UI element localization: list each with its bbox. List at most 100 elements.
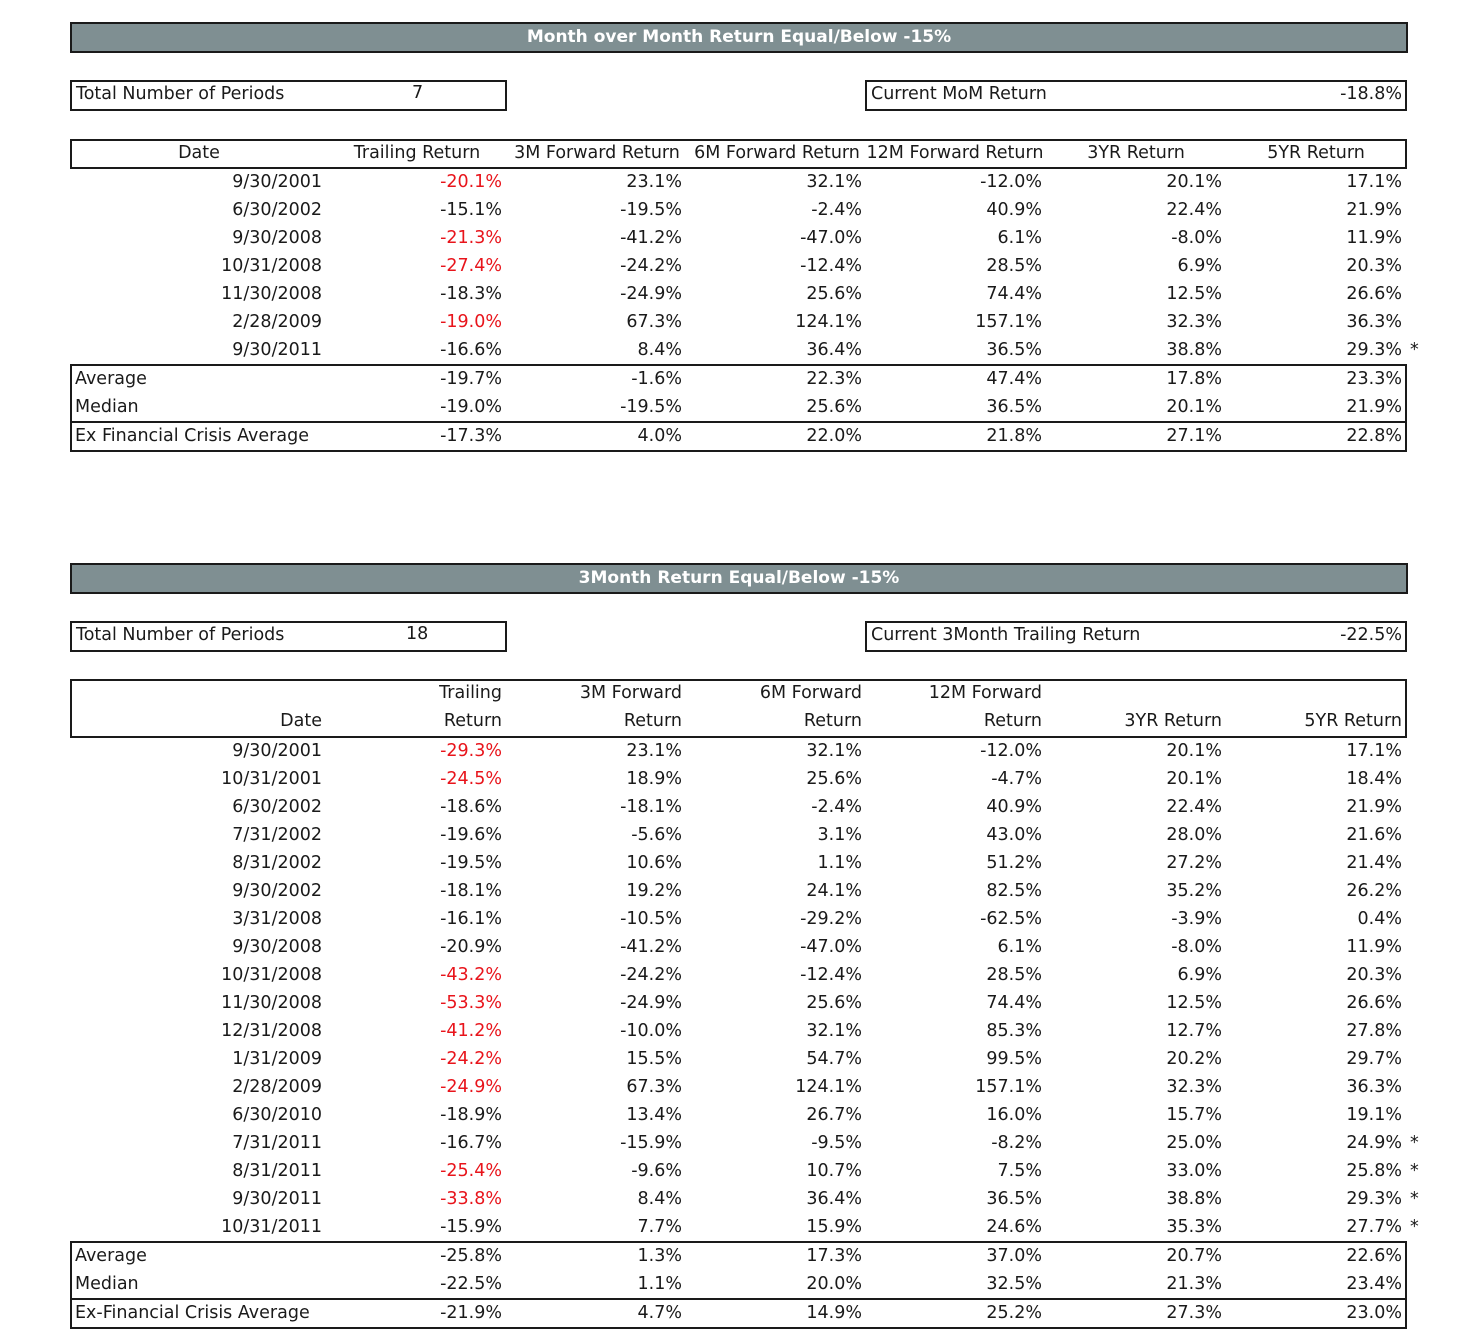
cell-5yr-return: 17.1% — [1346, 741, 1402, 761]
cell-6m-forward-return: 25.6% — [806, 769, 862, 789]
cell-5yr-return: 29.7% — [1346, 1049, 1402, 1069]
cell-6m-forward-return: 10.7% — [806, 1161, 862, 1181]
footnote-marker: * — [1410, 340, 1419, 360]
section2-header-row — [70, 679, 1407, 738]
cell-3yr-return: 22.4% — [1166, 797, 1222, 817]
summary-label: Ex-Financial Crisis Average — [75, 1303, 310, 1323]
summary-3yr-return: 27.1% — [1166, 426, 1222, 446]
cell-12m-forward-return: -12.0% — [980, 741, 1042, 761]
cell-3m-forward-return: -41.2% — [620, 937, 682, 957]
cell-5yr-return: 18.4% — [1346, 769, 1402, 789]
cell-trailing-return: -27.4% — [440, 256, 502, 276]
summary-6m-forward-return: 20.0% — [806, 1274, 862, 1294]
cell-date: 10/31/2001 — [221, 769, 322, 789]
summary-12m-forward-return: 21.8% — [986, 426, 1042, 446]
cell-12m-forward-return: 7.5% — [997, 1161, 1042, 1181]
summary-3m-forward-return: 4.0% — [637, 426, 682, 446]
cell-date: 9/30/2011 — [232, 1189, 322, 1209]
cell-date: 3/31/2008 — [232, 909, 322, 929]
cell-3m-forward-return: 19.2% — [626, 881, 682, 901]
cell-date: 2/28/2009 — [232, 312, 322, 332]
cell-5yr-return: 26.6% — [1346, 993, 1402, 1013]
cell-date: 12/31/2008 — [221, 1021, 322, 1041]
cell-5yr-return: 25.8% — [1346, 1161, 1402, 1181]
cell-3m-forward-return: 18.9% — [626, 769, 682, 789]
cell-date: 10/31/2011 — [221, 1217, 322, 1237]
cell-3m-forward-return: 67.3% — [626, 312, 682, 332]
cell-12m-forward-return: 43.0% — [986, 825, 1042, 845]
column-header-3yr-return: 3YR Return — [1124, 711, 1222, 731]
cell-12m-forward-return: 40.9% — [986, 200, 1042, 220]
cell-3m-forward-return: -9.6% — [631, 1161, 682, 1181]
cell-12m-forward-return: -4.7% — [991, 769, 1042, 789]
cell-3yr-return: 12.7% — [1166, 1021, 1222, 1041]
cell-5yr-return: 21.6% — [1346, 825, 1402, 845]
summary-label: Median — [75, 397, 139, 417]
section1-total-periods-box: Total Number of Periods 7 — [70, 80, 507, 111]
cell-6m-forward-return: -12.4% — [800, 965, 862, 985]
cell-3m-forward-return: -24.9% — [620, 284, 682, 304]
summary-label: Ex Financial Crisis Average — [75, 426, 309, 446]
cell-3m-forward-return: 8.4% — [637, 340, 682, 360]
cell-12m-forward-return: 6.1% — [997, 937, 1042, 957]
cell-3yr-return: 32.3% — [1166, 1077, 1222, 1097]
cell-5yr-return: 17.1% — [1346, 172, 1402, 192]
cell-3yr-return: 27.2% — [1166, 853, 1222, 873]
cell-5yr-return: 20.3% — [1346, 256, 1402, 276]
cell-3m-forward-return: -10.0% — [620, 1021, 682, 1041]
cell-trailing-return: -20.1% — [440, 172, 502, 192]
cell-5yr-return: 20.3% — [1346, 965, 1402, 985]
cell-12m-forward-return: 24.6% — [986, 1217, 1042, 1237]
cell-12m-forward-return: 82.5% — [986, 881, 1042, 901]
cell-trailing-return: -18.6% — [440, 797, 502, 817]
summary-trailing-return: -21.9% — [440, 1303, 502, 1323]
summary-6m-forward-return: 25.6% — [806, 397, 862, 417]
cell-trailing-return: -24.9% — [440, 1077, 502, 1097]
footnote-marker: * — [1410, 1189, 1419, 1209]
cell-6m-forward-return: 36.4% — [806, 1189, 862, 1209]
cell-6m-forward-return: 124.1% — [795, 1077, 862, 1097]
cell-5yr-return: 26.6% — [1346, 284, 1402, 304]
cell-5yr-return: 11.9% — [1346, 228, 1402, 248]
column-header-date: Date — [178, 143, 220, 163]
cell-5yr-return: 36.3% — [1346, 1077, 1402, 1097]
cell-6m-forward-return: 26.7% — [806, 1105, 862, 1125]
summary-3m-forward-return: 1.1% — [637, 1274, 682, 1294]
cell-trailing-return: -33.8% — [440, 1189, 502, 1209]
summary-6m-forward-return: 17.3% — [806, 1246, 862, 1266]
cell-3yr-return: 25.0% — [1166, 1133, 1222, 1153]
cell-3yr-return: 22.4% — [1166, 200, 1222, 220]
summary-3yr-return: 20.1% — [1166, 397, 1222, 417]
cell-3m-forward-return: 7.7% — [637, 1217, 682, 1237]
summary-trailing-return: -25.8% — [440, 1246, 502, 1266]
cell-date: 8/31/2011 — [232, 1161, 322, 1181]
cell-trailing-return: -41.2% — [440, 1021, 502, 1041]
column-header-date: Date — [280, 711, 322, 731]
column-header-5yr-return: 5YR Return — [1304, 711, 1402, 731]
cell-trailing-return: -18.1% — [440, 881, 502, 901]
cell-6m-forward-return: 1.1% — [817, 853, 862, 873]
cell-3m-forward-return: -41.2% — [620, 228, 682, 248]
cell-6m-forward-return: 54.7% — [806, 1049, 862, 1069]
cell-3yr-return: 33.0% — [1166, 1161, 1222, 1181]
cell-6m-forward-return: -2.4% — [811, 797, 862, 817]
cell-12m-forward-return: -62.5% — [980, 909, 1042, 929]
column-header-top-trailing-return: Trailing — [439, 683, 502, 703]
cell-5yr-return: 27.8% — [1346, 1021, 1402, 1041]
cell-6m-forward-return: 32.1% — [806, 172, 862, 192]
cell-6m-forward-return: 3.1% — [817, 825, 862, 845]
summary-12m-forward-return: 25.2% — [986, 1303, 1042, 1323]
cell-6m-forward-return: -47.0% — [800, 937, 862, 957]
cell-trailing-return: -16.1% — [440, 909, 502, 929]
cell-3yr-return: 20.1% — [1166, 741, 1222, 761]
cell-3m-forward-return: -19.5% — [620, 200, 682, 220]
cell-date: 6/30/2010 — [232, 1105, 322, 1125]
cell-date: 9/30/2011 — [232, 340, 322, 360]
section1-header-row — [70, 139, 1407, 169]
summary-3m-forward-return: 1.3% — [637, 1246, 682, 1266]
total-periods-value: 7 — [412, 83, 424, 103]
cell-12m-forward-return: 74.4% — [986, 284, 1042, 304]
cell-12m-forward-return: 6.1% — [997, 228, 1042, 248]
cell-trailing-return: -43.2% — [440, 965, 502, 985]
cell-5yr-return: 21.4% — [1346, 853, 1402, 873]
